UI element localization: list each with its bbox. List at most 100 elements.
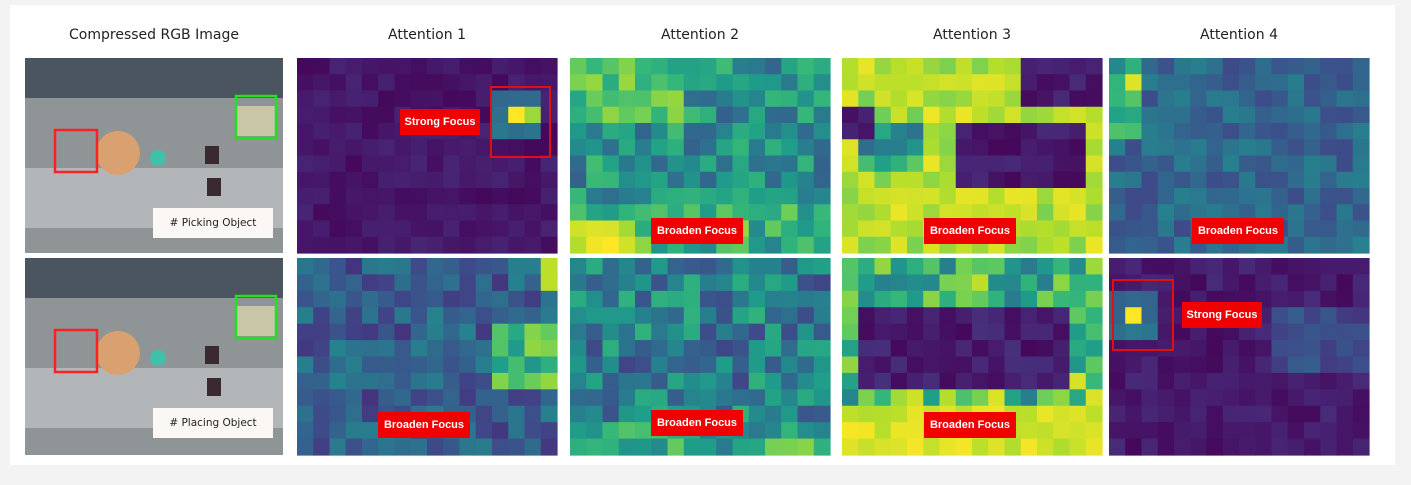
heatmap-cell [540,340,558,358]
heatmap-cell [1287,204,1305,222]
heatmap-cell [1053,123,1071,140]
heatmap-cell [524,188,542,205]
heatmap-cell [618,307,636,325]
heatmap-cell [329,139,347,157]
heatmap-cell [570,405,587,423]
heatmap-cell [508,323,526,341]
heatmap-cell [874,422,892,440]
heatmap-cell [651,171,669,189]
heatmap-cell [1141,106,1159,124]
heatmap-cell [683,171,701,189]
heatmap-cell [1157,171,1175,189]
heatmap-cell [1174,422,1191,440]
focus-label: Strong Focus [1187,309,1258,321]
heatmap-cell [1141,372,1159,390]
heatmap-cell [1239,139,1256,157]
heatmap-cell [602,74,620,92]
heatmap-cell [475,372,493,390]
heatmap-cell [1352,204,1370,222]
heatmap-cell [858,258,876,276]
heatmap-cell [748,139,766,157]
heatmap-cell [1004,188,1022,205]
heatmap-cell [1157,220,1175,238]
heatmap-cell [459,236,477,254]
heatmap-cell [765,204,782,222]
heatmap-cell [700,389,717,407]
heatmap-cell [1352,188,1370,205]
heatmap-cell [667,74,685,92]
heatmap-cell [907,307,924,325]
heatmap-cell [1037,155,1054,173]
heatmap-cell [765,290,782,308]
heatmap-cell [1125,389,1143,407]
heatmap-cell [732,340,750,358]
heatmap-cell [1206,356,1224,374]
heatmap-cell [475,274,493,292]
heatmap-cell [1222,106,1240,124]
heatmap-cell [1320,356,1338,374]
heatmap-cell [1157,290,1175,308]
heatmap-cell [1085,220,1103,238]
heatmap-cell [394,74,412,92]
heatmap-cell [667,139,685,157]
heatmap-cell [508,220,526,238]
heatmap-cell [1174,58,1191,75]
heatmap-cell [1336,106,1354,124]
heatmap-cell [988,389,1006,407]
box [237,306,277,336]
heatmap-cell [635,220,652,238]
heatmap-cell [765,372,782,390]
heatmap-cell [618,438,636,456]
heatmap-cell [635,438,652,456]
heatmap-cell [1141,290,1159,308]
heatmap-cell [475,422,493,440]
heatmap-cell [890,290,908,308]
heatmap-cell [716,74,734,92]
heatmap-cell [443,74,461,92]
heatmap-cell [635,106,652,124]
heatmap-cell [797,290,815,308]
heatmap-cell [907,372,924,390]
heatmap-cell [797,139,815,157]
heatmap-cell [570,422,587,440]
heatmap-cell [459,188,477,205]
heatmap-cell [1109,90,1126,108]
heatmap-cell [700,323,717,341]
heatmap-cell [313,405,331,423]
heatmap-cell [297,204,314,222]
heatmap-cell [683,74,701,92]
heatmap-cell [923,323,941,341]
heatmap-cell [651,258,669,276]
heatmap-cell [602,204,620,222]
heatmap-cell [842,258,859,276]
heatmap-cell [297,58,314,75]
heatmap-cell [1053,155,1071,173]
heatmap-cell [1141,438,1159,456]
heatmap-cell [475,155,493,173]
heatmap-cell [618,274,636,292]
heatmap-cell [443,236,461,254]
focus-outline [1112,279,1174,351]
heatmap-cell [524,204,542,222]
heatmap-cell [858,220,876,238]
heatmap-cell [1320,220,1338,238]
heatmap-cell [297,123,314,140]
heatmap-cell [1320,389,1338,407]
heatmap-cell [492,204,509,222]
heatmap-cell [781,389,799,407]
heatmap-cell [570,438,587,456]
heatmap-cell [651,139,669,157]
heatmap-cell [570,155,587,173]
heatmap-cell [955,274,973,292]
heatmap-cell [540,171,558,189]
heatmap-cell [570,274,587,292]
heatmap-cell [667,438,685,456]
heatmap-cell [1320,340,1338,358]
heatmap-cell [939,123,957,140]
heatmap-cell [1352,58,1370,75]
heatmap-cell [635,258,652,276]
heatmap-cell [1085,258,1103,276]
heatmap-cell [475,323,493,341]
heatmap-cell [492,171,509,189]
heatmap-cell [1336,123,1354,140]
